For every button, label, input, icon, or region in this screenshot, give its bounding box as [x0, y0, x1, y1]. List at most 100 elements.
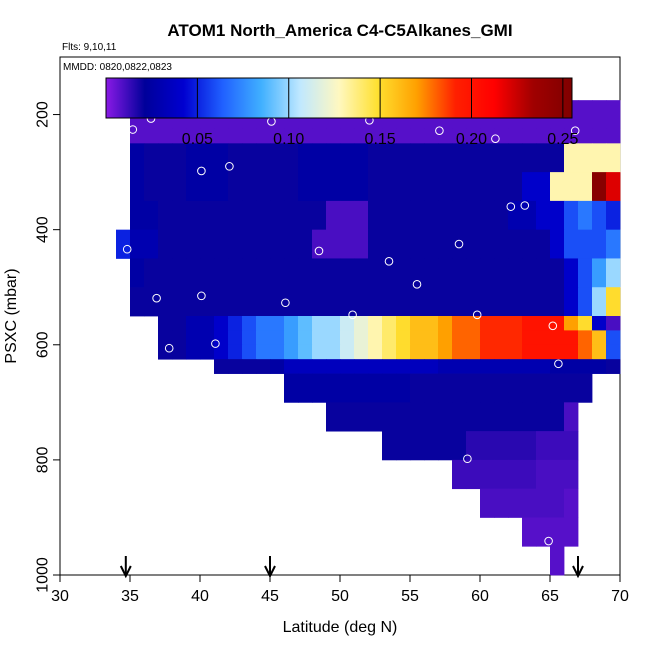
- heatmap-cell: [480, 172, 495, 202]
- heatmap-cell: [536, 330, 551, 346]
- heatmap-cell: [326, 258, 341, 288]
- heatmap-cell: [284, 128, 299, 144]
- heatmap-cell: [368, 316, 383, 331]
- heatmap-cell: [424, 402, 439, 432]
- heatmap-cell: [592, 330, 607, 346]
- heatmap-cell: [410, 359, 425, 374]
- heatmap-cell: [480, 330, 495, 346]
- heatmap-cell: [466, 143, 481, 173]
- heatmap-cell: [536, 373, 551, 403]
- heatmap-cell: [564, 128, 579, 144]
- heatmap-cell: [228, 128, 243, 144]
- heatmap-cell: [564, 229, 579, 259]
- heatmap-cell: [228, 200, 243, 231]
- heatmap-cell: [242, 330, 257, 346]
- heatmap-cell: [326, 373, 341, 403]
- heatmap-cell: [480, 359, 495, 374]
- heatmap-cell: [424, 316, 439, 331]
- heatmap-cell: [312, 373, 327, 403]
- heatmap-cell: [466, 330, 481, 346]
- heatmap-cell: [452, 143, 467, 173]
- heatmap-cell: [452, 402, 467, 432]
- heatmap-cell: [494, 373, 509, 403]
- heatmap-cell: [480, 143, 495, 173]
- heatmap-cell: [494, 402, 509, 432]
- heatmap-cell: [368, 128, 383, 144]
- heatmap-cell: [508, 459, 523, 490]
- heatmap-cell: [396, 330, 411, 346]
- heatmap-cell: [508, 143, 523, 173]
- heatmap-cell: [284, 373, 299, 403]
- heatmap-cell: [270, 143, 285, 173]
- heatmap-cell: [200, 258, 215, 288]
- observation-point: [152, 293, 161, 303]
- heatmap-cell: [214, 172, 229, 202]
- heatmap-cell: [466, 344, 481, 360]
- heatmap-cell: [200, 316, 215, 331]
- y-tick-label: 1000: [35, 557, 52, 593]
- observation-point: [491, 134, 500, 144]
- heatmap-cell: [606, 172, 621, 202]
- observation-point: [225, 162, 234, 171]
- heatmap-cell: [438, 330, 453, 346]
- heatmap-cell: [564, 287, 579, 317]
- observation-point: [454, 239, 464, 249]
- heatmap-cell: [228, 344, 243, 360]
- heatmap-cell: [256, 330, 271, 346]
- heatmap-cell: [466, 172, 481, 202]
- x-axis: 30 35 40 45 50 55 60 65 70: [51, 575, 629, 605]
- heatmap-cell: [494, 359, 509, 374]
- flights-annotation: Flts: 9,10,11: [62, 42, 117, 53]
- heatmap-cell: [312, 359, 327, 374]
- heatmap-cell: [186, 172, 201, 202]
- heatmap-cell: [298, 316, 313, 331]
- heatmap-cell: [550, 488, 565, 518]
- heatmap-cell: [186, 143, 201, 173]
- heatmap-cell: [312, 316, 327, 331]
- heatmap-cell: [452, 229, 467, 259]
- heatmap-cell: [130, 258, 145, 288]
- heatmap-cell: [508, 330, 523, 346]
- heatmap-cell: [270, 344, 285, 360]
- heatmap-cell: [466, 431, 481, 461]
- heatmap-cell: [340, 373, 355, 403]
- heatmap-cell: [242, 172, 257, 202]
- heatmap-cell: [522, 128, 537, 144]
- heatmap-cell: [522, 359, 537, 374]
- heatmap-cell: [494, 431, 509, 461]
- heatmap-cell: [256, 344, 271, 360]
- heatmap-cell: [424, 128, 439, 144]
- heatmap-cell: [508, 431, 523, 461]
- heatmap-cell: [578, 258, 593, 288]
- heatmap-cell: [592, 287, 607, 317]
- heatmap-cell: [578, 316, 593, 331]
- heatmap-cell: [466, 359, 481, 374]
- heatmap-cell: [326, 359, 341, 374]
- x-tick-label: 30: [51, 588, 69, 605]
- heatmap-cell: [256, 172, 271, 202]
- heatmap-cell: [424, 229, 439, 259]
- heatmap-cell: [522, 143, 537, 173]
- heatmap-cell: [466, 258, 481, 288]
- heatmap-cell: [340, 316, 355, 331]
- heatmap-cell: [242, 316, 257, 331]
- heatmap-cell: [396, 344, 411, 360]
- observation-point: [472, 310, 482, 320]
- heatmap-cell: [494, 172, 509, 202]
- heatmap-cell: [298, 287, 313, 317]
- heatmap-cell: [158, 143, 173, 173]
- heatmap-cell: [424, 330, 439, 346]
- heatmap-cell: [158, 287, 173, 317]
- heatmap-cell: [550, 229, 565, 259]
- heatmap-cell: [438, 287, 453, 317]
- heatmap-cell: [130, 229, 145, 259]
- colorbar-tick-label: 0.15: [365, 131, 396, 148]
- heatmap-cell: [592, 229, 607, 259]
- heatmap-cell: [550, 330, 565, 346]
- heatmap-cell: [158, 344, 173, 360]
- heatmap-cell: [396, 172, 411, 202]
- heatmap-cell: [564, 517, 579, 547]
- heatmap-cell: [522, 316, 537, 331]
- heatmap-cell: [382, 344, 397, 360]
